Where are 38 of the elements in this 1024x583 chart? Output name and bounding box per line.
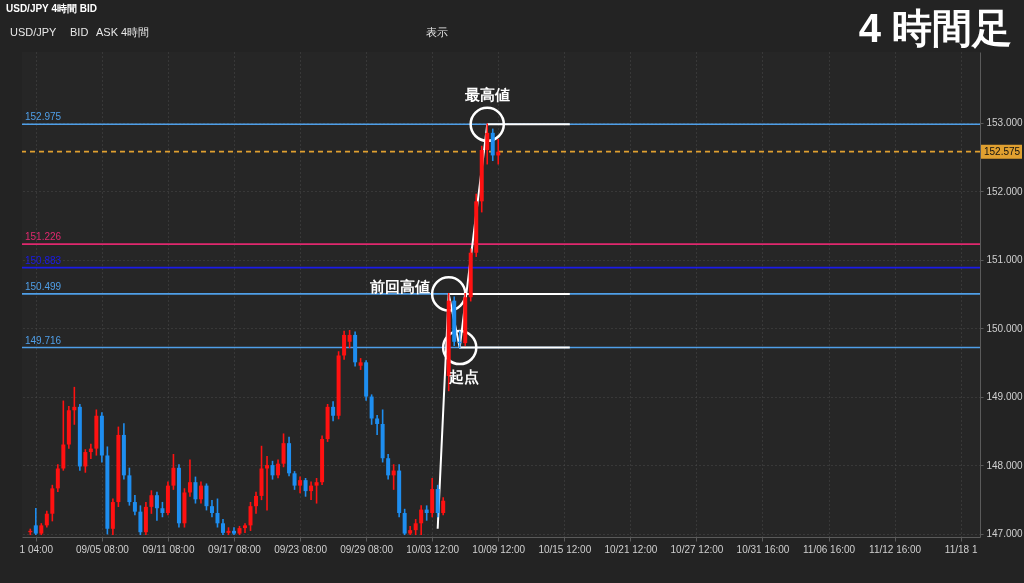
annotation: 前回高値	[368, 277, 430, 295]
x-tick-label: 09/17 08:00	[208, 543, 262, 555]
text: 表示	[426, 26, 448, 38]
y-tick-label: 149.000	[986, 391, 1024, 403]
ref-line-label: 150.883	[25, 254, 62, 266]
ref-line-label: 150.499	[25, 280, 62, 292]
y-tick-label: 153.000	[986, 117, 1024, 129]
x-tick-label: 09/11 08:00	[142, 543, 195, 555]
x-tick-label: 10/21 12:00	[604, 543, 658, 555]
y-tick-label: 151.000	[986, 254, 1024, 266]
annotation: 起点	[447, 367, 479, 385]
ref-line-label: 152.975	[25, 111, 62, 123]
chart-subtitle: USD/JPY 4時間 BID	[6, 3, 97, 14]
ref-line-label: 152.575	[984, 145, 1021, 157]
x-tick-label: 10/27 12:00	[670, 543, 724, 555]
y-tick-label: 152.000	[986, 185, 1024, 197]
x-tick-label: 11/06 16:00	[803, 543, 856, 555]
x-tick-label: 11/12 16:00	[869, 543, 922, 555]
chart-title: 4 時間足	[858, 6, 1012, 50]
x-tick-label: 09/05 08:00	[75, 543, 130, 555]
y-tick-label: 147.000	[986, 528, 1024, 540]
text: USD/JPY	[10, 26, 58, 38]
x-tick-label: 10/03 12:00	[406, 543, 460, 555]
text: 4時間	[121, 26, 150, 38]
x-tick-label: 1 04:00	[19, 543, 54, 555]
ref-line-label: 151.226	[25, 231, 62, 243]
y-tick-label: 150.000	[986, 322, 1024, 334]
x-tick-label: 10/31 16:00	[736, 543, 790, 555]
text: BID	[70, 26, 89, 38]
text: ASK	[96, 26, 119, 38]
x-tick-label: 09/29 08:00	[340, 543, 394, 555]
x-tick-label: 10/15 12:00	[538, 543, 592, 555]
x-tick-label: 10/09 12:00	[472, 543, 526, 555]
y-tick-label: 148.000	[986, 459, 1024, 471]
x-tick-label: 11/18 1	[944, 543, 978, 555]
annotation: 最高値	[463, 86, 510, 104]
ref-line-label: 149.716	[25, 334, 62, 346]
x-tick-label: 09/23 08:00	[274, 543, 328, 555]
